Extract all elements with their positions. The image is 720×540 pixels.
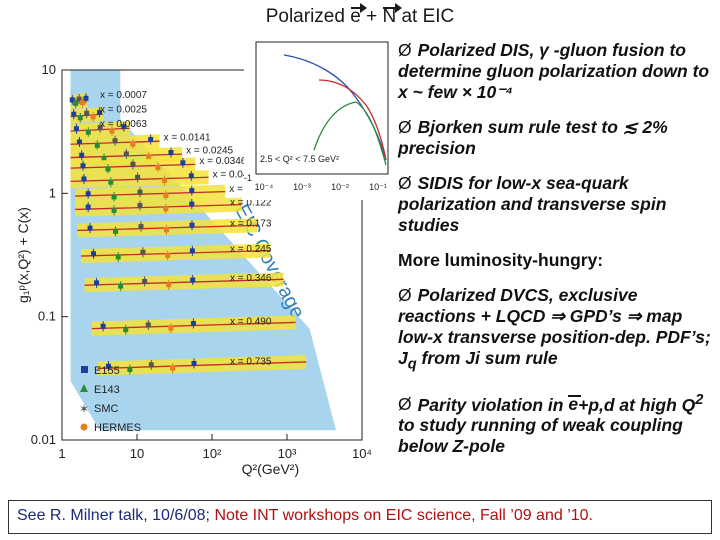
bin-label: x = 0.0007 <box>100 90 147 101</box>
inset-x-tick: 10⁻⁴ <box>255 182 274 192</box>
bullet-arrow-icon: Ø <box>398 285 412 305</box>
bullet-arrow-icon: Ø <box>398 173 412 193</box>
bin-fit-line <box>75 204 242 211</box>
title-nucleon-vector: N <box>382 3 402 27</box>
bin-fit-line <box>75 190 226 197</box>
x-tick-label: 10⁴ <box>352 446 372 461</box>
bullet-bjorken-text: Bjorken sum rule test to ≲ 2% precision <box>398 117 668 158</box>
legend-label: SMC <box>94 403 119 415</box>
bin-label: x = 0.245 <box>230 244 272 255</box>
inset-y-tick: -1 <box>244 173 252 183</box>
bullet-gluon-text: Polarized DIS, γ -gluon fusion to determ… <box>398 40 710 102</box>
bin-label: x = 0.173 <box>230 218 272 229</box>
y-tick-label: 0.1 <box>38 309 56 324</box>
title-electron-vector: e <box>350 3 367 27</box>
inset-x-tick: 10⁻² <box>331 182 349 192</box>
y-tick-label: 10 <box>42 62 56 77</box>
bin-label: x = 0.346 <box>230 273 272 284</box>
parity-pre: Parity violation in <box>417 394 569 415</box>
inset-frame <box>255 41 389 175</box>
slide-title: Polarized e + N at EIC <box>0 3 720 28</box>
g1-structure-function-plot: EIC Coverage 1 10 10² 10³ 10⁴ 10 1 0.1 0.01 Q²(GeV… <box>0 40 400 500</box>
bullet-dvcs: Ø Polarized DVCS, exclusive reactions + L… <box>398 285 716 376</box>
bin-label: x = 0.0490 <box>213 169 260 180</box>
bin-label: x = 0.0141 <box>164 132 211 143</box>
legend-marker: ✶ <box>79 402 89 416</box>
x-tick-label: 10² <box>203 446 222 461</box>
bullet-parity: Ø Parity violation in e+p,d at high Q2 to… <box>398 390 716 458</box>
parity-electron-vector: e <box>568 394 581 415</box>
bullet-sidis-text: SIDIS for low-x sea-quark polarization a… <box>398 173 667 235</box>
inset-label: 2.5 < Q² < 7.5 GeV² <box>260 154 339 164</box>
parity-sup: 2 <box>695 391 704 408</box>
bullet-sidis: Ø SIDIS for low-x sea-quark polarization … <box>398 173 716 236</box>
bullet-arrow-icon: Ø <box>398 40 412 60</box>
bullet-arrow-icon: Ø <box>398 117 412 137</box>
bullet-gluon: Ø Polarized DIS, γ -gluon fusion to deter… <box>398 40 716 103</box>
bin-label: x = 0.122 <box>230 197 272 208</box>
footer-note: See R. Milner talk, 10/6/08; Note INT wo… <box>8 500 712 534</box>
bin-label: x = 0.490 <box>230 317 272 328</box>
inset-plot: 2.5 < Q² < 7.5 GeV² -110⁻⁴ 10⁻³ 10⁻² 10⁻¹ <box>244 40 394 200</box>
footer-workshop-note: Note INT workshops on EIC science, Fall … <box>214 507 593 524</box>
legend-label: E143 <box>94 384 120 396</box>
bullet-list: Ø Polarized DIS, γ -gluon fusion to deter… <box>398 40 716 471</box>
x-tick-label: 10 <box>130 446 144 461</box>
title-suffix: at EIC <box>396 6 455 27</box>
x-tick-label: 1 <box>58 446 65 461</box>
legend-marker <box>80 423 88 431</box>
bullet-arrow-icon: Ø <box>398 394 412 415</box>
bullet-dvcs-tail: from Ji sum rule <box>416 348 558 368</box>
y-axis-label: g₁ᵖ(x,Q²) + C(x) <box>15 207 31 303</box>
legend-label: E155 <box>94 365 120 377</box>
legend-label: HERMES <box>94 422 141 434</box>
inset-curve-red <box>318 79 387 161</box>
bullet-bjorken: Ø Bjorken sum rule test to ≲ 2% precision <box>398 117 716 159</box>
bin-fit-line <box>81 249 271 257</box>
bin-label: x = 0.0346 <box>199 156 246 167</box>
parity-mid: +p,d at high Q <box>578 394 696 415</box>
inset-x-tick: 10⁻³ <box>293 182 311 192</box>
bullet-dvcs-sub: q <box>407 356 417 373</box>
bin-fit-line <box>97 361 307 370</box>
bullet-dvcs-text: Polarized DVCS, exclusive reactions + LQ… <box>398 285 711 368</box>
bin-label: x = 0.0025 <box>100 104 147 115</box>
y-tick-label: 1 <box>49 185 56 200</box>
bin-label: x = 0.0063 <box>100 119 147 130</box>
bin-label: x = 0.735 <box>230 356 272 367</box>
bin-fit-line <box>84 278 284 286</box>
title-prefix: Polarized <box>265 6 351 27</box>
x-tick-label: 10³ <box>278 446 297 461</box>
inset-x-tick: 10⁻¹ <box>369 182 387 192</box>
bin-label: x = 0.0245 <box>186 146 233 157</box>
y-tick-label: 0.01 <box>31 432 56 447</box>
x-axis-label: Q²(GeV²) <box>242 461 300 477</box>
parity-post: to study running of weak coupling below … <box>398 415 683 457</box>
legend-marker <box>81 366 88 373</box>
footer-talk-ref: See R. Milner talk, 10/6/08; <box>17 507 215 524</box>
inset-curve-green <box>313 101 387 166</box>
legend-marker <box>80 384 88 392</box>
luminosity-heading: More luminosity-hungry: <box>398 250 604 270</box>
title-plus: + <box>360 6 383 27</box>
